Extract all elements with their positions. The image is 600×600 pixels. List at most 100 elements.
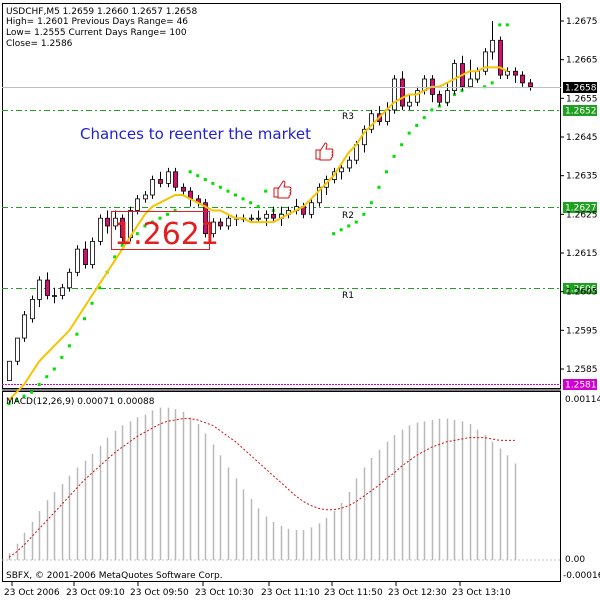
price-tick-label: 1.2635: [566, 172, 598, 182]
level-tag-R1: [563, 283, 597, 294]
sar-dot: [173, 208, 177, 212]
sar-dot: [256, 205, 260, 209]
info-line-4: Close= 1.2586: [6, 39, 73, 49]
price-tick-label: 1.2665: [566, 56, 598, 66]
candle: [105, 210, 110, 234]
candle: [490, 21, 495, 60]
candle: [75, 245, 80, 277]
sar-dot: [218, 185, 222, 189]
moving-average-line: [8, 66, 508, 401]
price-tick-label: 1.2585: [566, 365, 598, 375]
sar-dot: [188, 170, 192, 174]
candle: [392, 75, 397, 114]
price-tick-label: 1.2675: [566, 17, 598, 27]
price-tick-label: 1.2615: [566, 249, 598, 259]
macd-title: MACD(12,26,9) 0.00071 0.00088: [6, 397, 155, 407]
sar-dot: [339, 228, 343, 232]
candle: [203, 198, 208, 238]
candle: [339, 164, 344, 180]
sar-dot: [166, 212, 170, 216]
candle: [15, 337, 20, 366]
sar-dot: [362, 212, 366, 216]
level-name-R2: R2: [342, 211, 354, 221]
info-line-2: High= 1.2601 Previous Days Range= 46: [6, 17, 188, 27]
sar-dot: [135, 232, 139, 236]
sar-dot: [143, 224, 147, 228]
candle: [218, 218, 223, 230]
sar-dot: [37, 382, 41, 386]
candle: [513, 67, 518, 83]
copyright-text: SBFX, © 2001-2006 MetaQuotes Software Co…: [6, 571, 223, 581]
sar-dot: [52, 367, 56, 371]
candle: [347, 156, 352, 172]
candle: [158, 171, 163, 188]
sar-dot: [75, 332, 79, 336]
macd-tick-bottom: -0.00016: [563, 571, 600, 581]
sar-dot: [234, 193, 237, 197]
candle: [98, 214, 103, 246]
sar-dot: [30, 390, 34, 394]
sar-dot: [67, 344, 71, 348]
level-value-R3: 1.2652: [565, 107, 597, 117]
macd-tick-top: 0.00114: [565, 395, 600, 405]
price-tick-label: 1.2605: [566, 288, 598, 298]
candle: [362, 125, 367, 153]
sar-dot: [422, 116, 426, 120]
sar-dot: [415, 123, 419, 127]
annotation-text: Chances to reenter the market: [80, 125, 311, 143]
level-name-R3: R3: [342, 112, 354, 122]
macd-signal-line: [8, 418, 515, 558]
sar-dot: [354, 220, 358, 224]
time-tick-label: 23 Oct 13:10: [452, 588, 511, 598]
candle: [505, 67, 510, 79]
macd-tick-zero: 0.00: [565, 555, 585, 565]
sar-dot: [505, 23, 509, 27]
candle: [211, 218, 216, 238]
sar-dot: [98, 286, 102, 290]
sar-dot: [347, 224, 351, 228]
sar-dot: [332, 232, 336, 236]
candle: [60, 283, 65, 300]
candle: [437, 90, 442, 107]
sar-dot: [407, 131, 411, 135]
candle: [37, 276, 42, 308]
candle: [7, 360, 12, 404]
candle: [150, 175, 155, 199]
info-line-1: USDCHF,M5 1.2659 1.2660 1.2657 1.2658: [6, 7, 197, 17]
time-tick-label: 23 Oct 09:10: [66, 588, 125, 598]
sar-dot: [158, 216, 162, 220]
sar-dot: [377, 185, 381, 189]
thumbs-up-icon: [273, 180, 292, 199]
candle: [113, 210, 118, 230]
price-label-big: 1.2621: [114, 217, 219, 252]
price-tick-label: 1.2645: [566, 133, 598, 143]
sar-dot: [83, 317, 86, 321]
level-name-R1: R1: [342, 291, 354, 301]
sar-dot: [249, 201, 253, 205]
candle: [415, 86, 420, 107]
level-tag-low: [563, 379, 597, 390]
candle: [143, 191, 148, 203]
level-value-low: 1.2581: [565, 381, 597, 391]
current-price-tag: [563, 82, 597, 93]
sar-dot: [400, 143, 404, 147]
price-tick-label: 1.2625: [566, 210, 598, 220]
candle: [520, 71, 525, 87]
sar-dot: [15, 398, 19, 402]
candle: [452, 59, 457, 95]
candle: [483, 48, 488, 76]
candle: [173, 167, 178, 192]
thumbs-up-icon: [315, 142, 334, 161]
sar-dot: [203, 178, 207, 182]
candle: [317, 183, 322, 207]
time-tick-label: 23 Oct 12:30: [388, 588, 447, 598]
candle: [256, 210, 261, 223]
candle: [90, 237, 95, 269]
sar-dot: [498, 23, 502, 27]
price-label-box: [111, 211, 210, 250]
sar-dot: [90, 301, 94, 305]
candle: [249, 214, 254, 223]
candle: [309, 198, 314, 219]
candle: [407, 94, 412, 110]
sar-dot: [490, 81, 494, 85]
